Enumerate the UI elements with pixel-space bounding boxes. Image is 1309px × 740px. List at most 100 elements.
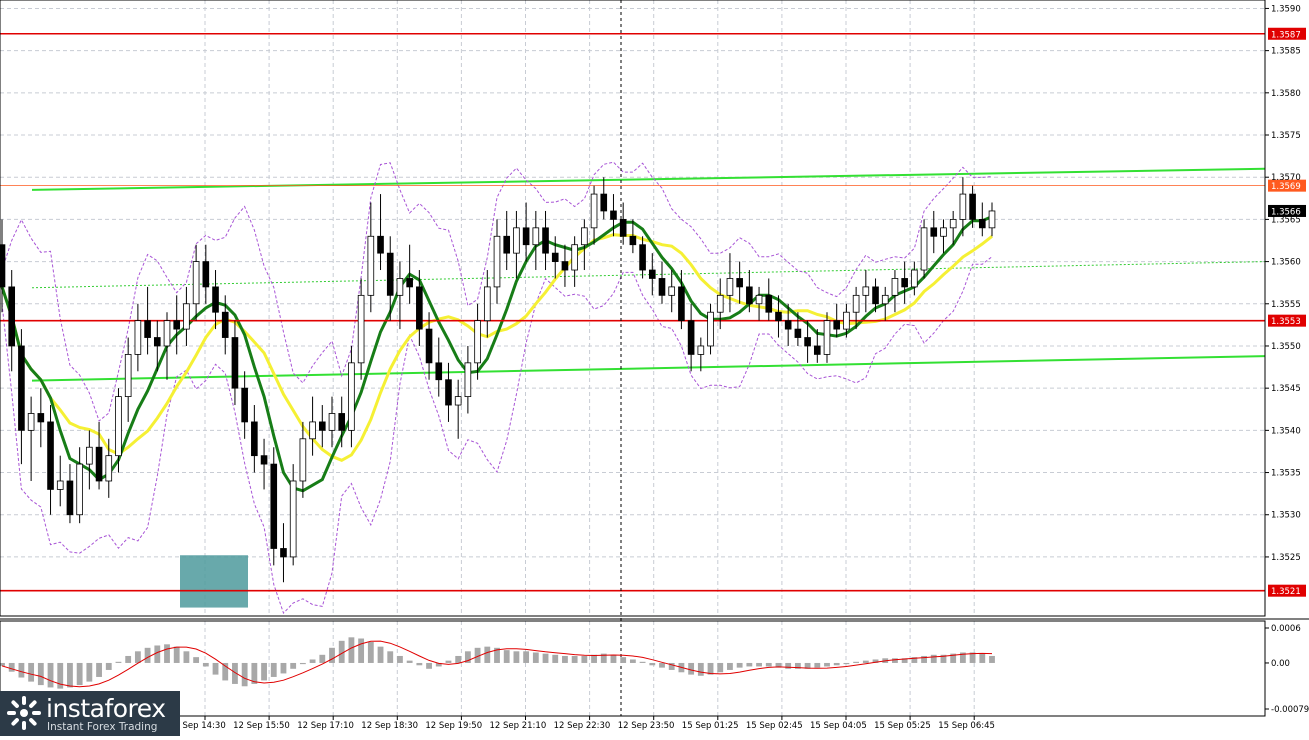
ask-price-label: 1.3569 [1271,182,1301,192]
candle-body [183,303,190,330]
candle-body [668,286,676,296]
candle-body [144,320,151,338]
bollinger-lower-band [1,256,993,615]
candle-body [318,421,326,431]
candle-body [658,278,666,296]
candle-body [862,286,870,296]
candle-body [192,261,200,305]
candle-body [86,446,93,465]
instaforex-logo-icon [7,696,41,730]
candle-body [115,396,122,457]
candle-body [920,227,928,271]
candle-body [852,294,860,313]
candle-body [280,548,287,558]
candle-body [299,438,307,482]
level-price-badge [1268,27,1306,40]
candle-body [37,413,45,423]
candle-body [241,387,248,423]
level-price-badge [1268,584,1306,597]
candle-body [445,379,452,406]
candle-body [629,235,637,246]
candle-body [212,286,219,313]
trend-line [31,167,1266,191]
candle-body [969,193,976,220]
price-tick-label: 1.3540 [1271,426,1301,436]
candle-body [697,345,705,355]
oscillator-tick-label: 0.0006 [1271,624,1301,634]
candle-body [513,227,520,254]
candle-body [843,311,850,330]
candle-body [726,278,734,296]
level-price-label: 1.3587 [1271,30,1301,40]
candle-body [784,320,792,330]
candle-body [610,210,617,220]
candle-body [881,294,889,305]
candle-body [27,413,35,431]
candle-body [95,446,103,482]
time-tick-label: 12 Sep 21:10 [490,721,547,731]
candle-body [911,269,918,288]
bollinger-upper-band [1,161,993,422]
candle-body [105,455,113,482]
candle-body [551,252,559,262]
time-tick-label: 15 Sep 04:05 [810,721,867,731]
time-tick-label: 12 Sep 23:50 [618,721,675,731]
time-tick-label: 15 Sep 06:45 [938,721,995,731]
candle-body [930,227,938,237]
candle-body [600,193,608,212]
price-tick-label: 1.3585 [1271,47,1301,57]
support-zone-box [180,555,248,608]
candle-body [648,269,656,279]
ask-price-badge [1268,179,1306,192]
candle-body [755,294,763,305]
time-tick-label: 12 Sep 14:30 [169,721,226,731]
candle-body [775,311,782,322]
candle-body [483,286,491,322]
candle-body [202,261,210,288]
price-tick-label: 1.3575 [1271,131,1301,141]
candle-body [416,286,423,330]
candle-body [522,227,530,246]
candle-body [687,320,695,355]
candle-body [18,345,25,431]
current-price-badge [1268,204,1306,217]
candle-body [639,244,646,271]
price-tick-label: 1.3525 [1271,553,1301,563]
main-panel-frame [0,0,1266,617]
level-price-label: 1.3553 [1271,317,1301,327]
candle-body [474,320,481,364]
candle-body [328,413,336,431]
candle-body [173,320,181,330]
price-tick-label: 1.3555 [1271,300,1301,310]
candle-body [396,278,404,296]
candle-body [357,294,365,364]
candle-body [425,328,433,364]
candle-body [823,320,831,355]
candle-body [571,244,578,271]
candle-body [959,193,967,220]
candle-body [454,396,462,406]
price-tick-label: 1.3530 [1271,511,1301,521]
candle-body [813,345,821,355]
candle-body [134,320,142,355]
time-tick-label: 12 Sep 17:10 [297,721,354,731]
candle-body [260,455,268,465]
price-tick-label: 1.3565 [1271,215,1301,225]
candle-body [338,413,346,431]
candle-body [891,278,899,296]
current-price-label: 1.3566 [1271,207,1301,217]
candle-body [736,278,743,288]
time-tick-label: 15 Sep 05:25 [874,721,931,731]
level-price-badge [1268,314,1306,327]
candle-body [833,320,841,330]
candle-body [377,235,384,254]
candle-body [124,354,132,398]
time-tick-label: 12 Sep 22:30 [554,721,611,731]
candle-body [940,227,947,237]
candle-body [872,286,879,305]
candle-body [590,193,598,229]
price-tick-label: 1.3580 [1271,89,1301,99]
price-tick-label: 1.3590 [1271,4,1301,14]
